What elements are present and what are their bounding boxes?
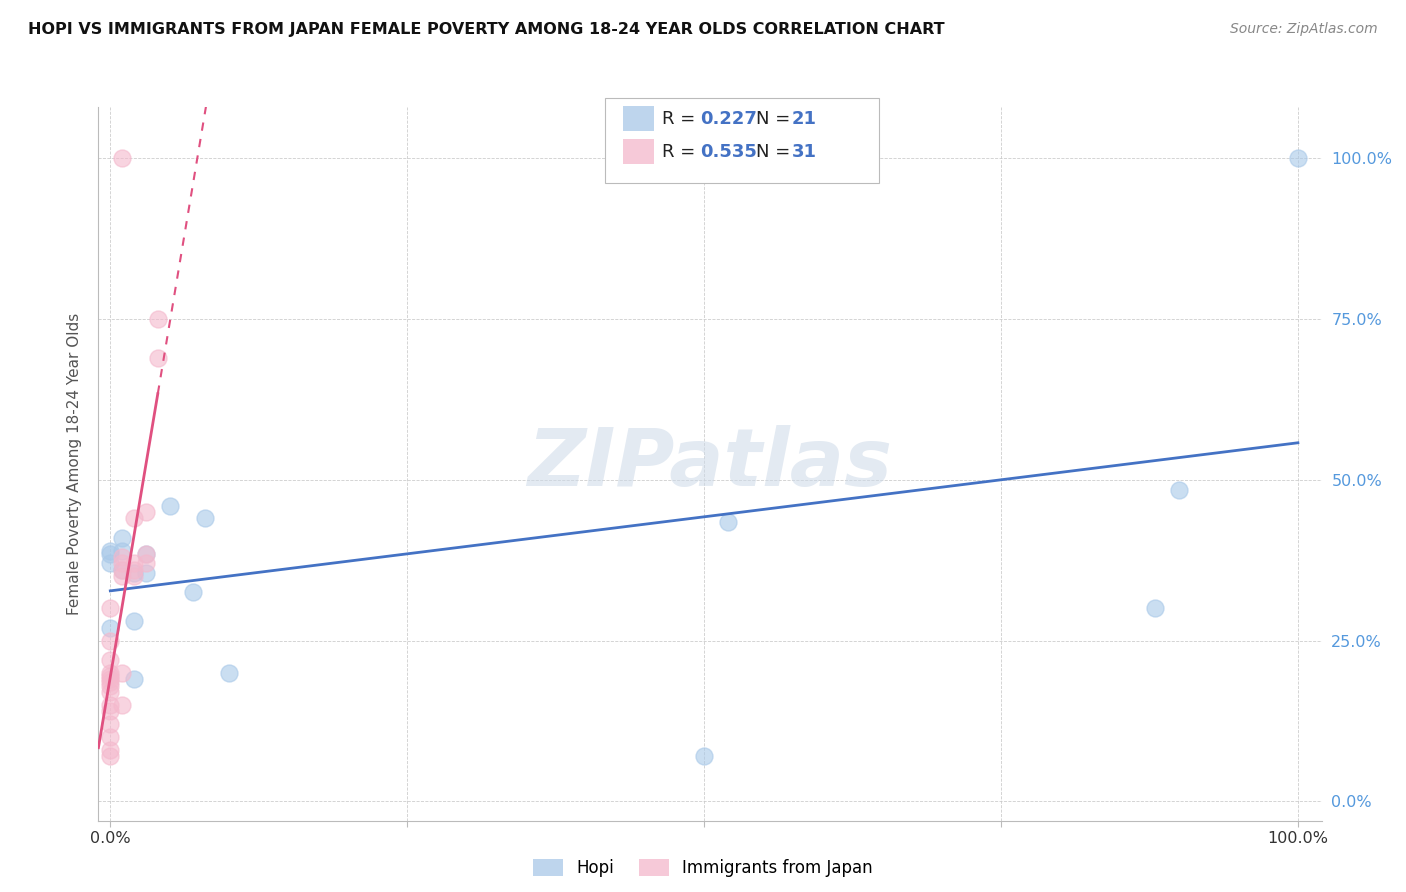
Point [135, 505, 157, 519]
Point [111, 563, 134, 577]
Point [98, 730, 121, 744]
Point [122, 563, 145, 577]
Point [98, 679, 121, 693]
Point [693, 749, 716, 764]
Point [135, 566, 157, 581]
Text: R =: R = [662, 143, 702, 161]
Point [122, 566, 145, 581]
Point [98, 717, 121, 731]
Point [135, 547, 157, 561]
Point [98, 621, 121, 635]
Point [1168, 483, 1191, 497]
Text: Source: ZipAtlas.com: Source: ZipAtlas.com [1230, 22, 1378, 37]
Text: 0.227: 0.227 [700, 110, 756, 128]
Point [111, 569, 134, 583]
Point [98, 743, 121, 757]
Point [98, 675, 121, 690]
Point [98, 653, 121, 667]
Point [122, 511, 145, 525]
Point [98, 749, 121, 764]
Point [1144, 601, 1167, 615]
Point [98, 685, 121, 699]
Point [111, 563, 134, 577]
Point [159, 499, 181, 513]
Y-axis label: Female Poverty Among 18-24 Year Olds: Female Poverty Among 18-24 Year Olds [67, 313, 83, 615]
Point [146, 312, 169, 326]
Point [111, 665, 134, 680]
Point [98, 601, 121, 615]
Point [111, 531, 134, 545]
Point [98, 633, 121, 648]
Point [98, 665, 121, 680]
Point [98, 547, 121, 561]
Point [111, 698, 134, 712]
Point [111, 543, 134, 558]
Point [135, 557, 157, 571]
Text: 0.535: 0.535 [700, 143, 756, 161]
Point [111, 550, 134, 565]
Point [98, 672, 121, 686]
Point [98, 698, 121, 712]
Point [135, 547, 157, 561]
Point [111, 557, 134, 571]
Point [98, 557, 121, 571]
Text: 21: 21 [792, 110, 817, 128]
Text: 31: 31 [792, 143, 817, 161]
Point [146, 351, 169, 365]
Point [717, 515, 740, 529]
Point [98, 704, 121, 718]
Text: R =: R = [662, 110, 702, 128]
Point [122, 557, 145, 571]
Text: HOPI VS IMMIGRANTS FROM JAPAN FEMALE POVERTY AMONG 18-24 YEAR OLDS CORRELATION C: HOPI VS IMMIGRANTS FROM JAPAN FEMALE POV… [28, 22, 945, 37]
Point [218, 665, 240, 680]
Point [122, 615, 145, 629]
Point [183, 585, 205, 599]
Text: N =: N = [756, 143, 796, 161]
Legend: Hopi, Immigrants from Japan: Hopi, Immigrants from Japan [526, 852, 880, 884]
Point [1286, 152, 1309, 166]
Text: N =: N = [756, 110, 796, 128]
Text: ZIPatlas: ZIPatlas [527, 425, 893, 503]
Point [122, 672, 145, 686]
Point [111, 152, 134, 166]
Point [194, 511, 217, 525]
Point [98, 669, 121, 683]
Point [122, 569, 145, 583]
Point [98, 543, 121, 558]
